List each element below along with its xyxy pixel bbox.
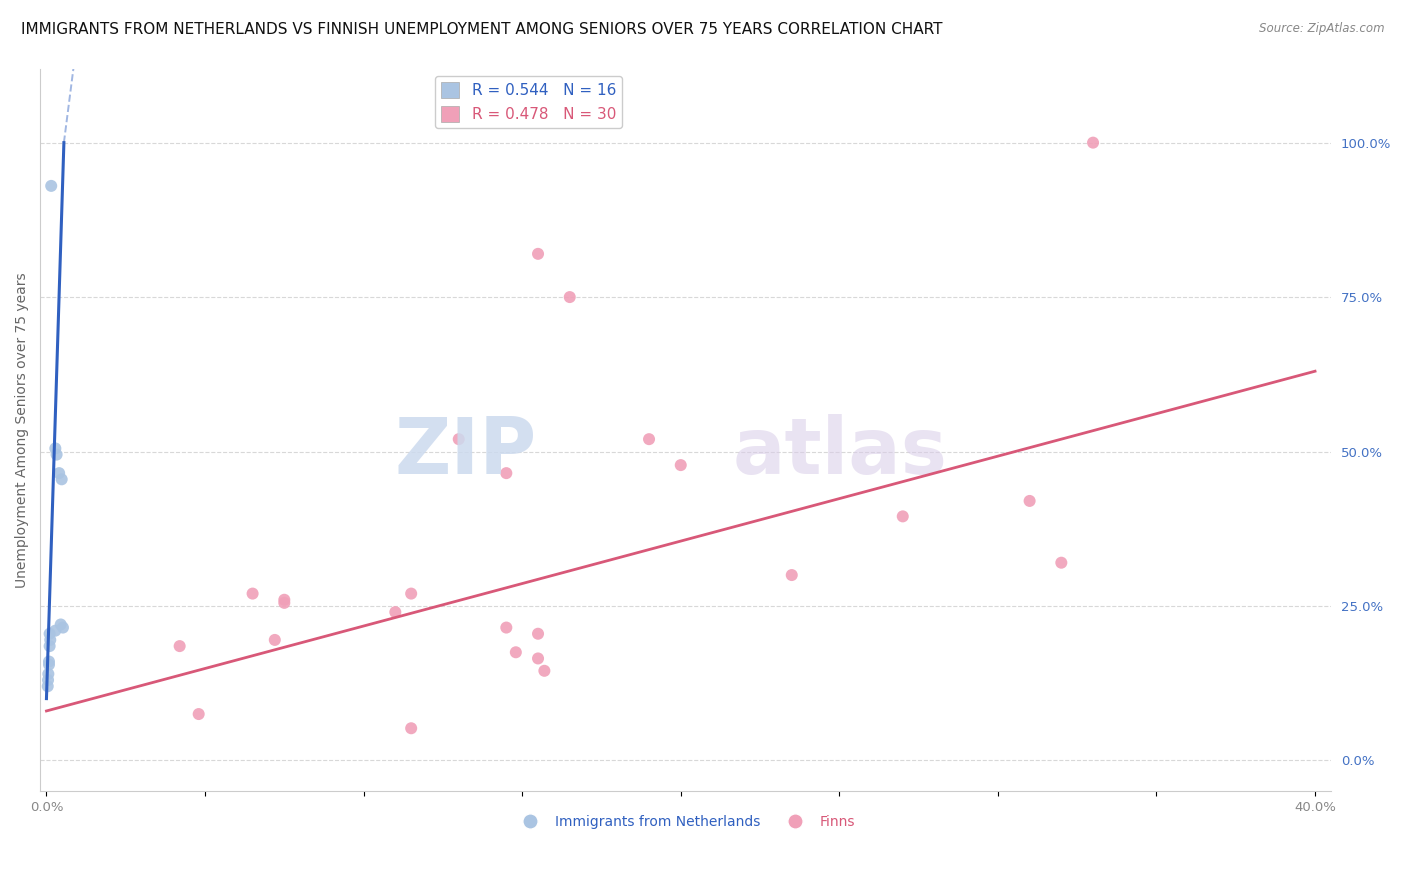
Point (891, 509, 914, 524)
Text: ZIP: ZIP (395, 414, 537, 490)
Point (48, 466, 70, 480)
Text: atlas: atlas (733, 414, 948, 490)
Point (51, 472, 73, 486)
Point (447, 432, 470, 446)
Point (38, 657, 60, 672)
Point (37, 666, 59, 681)
Point (38, 626, 60, 640)
Point (638, 432, 661, 446)
Point (38, 655, 60, 669)
Point (39, 178, 62, 193)
Point (273, 592, 295, 607)
Point (1050, 556, 1073, 570)
Point (780, 568, 803, 582)
Point (39, 632, 62, 647)
Point (1081, 136, 1104, 150)
Point (495, 466, 517, 480)
Point (505, 645, 527, 659)
Point (527, 626, 550, 640)
Point (38, 639, 60, 653)
Point (44, 624, 66, 638)
Point (242, 586, 264, 600)
Point (527, 247, 550, 261)
Point (263, 632, 285, 647)
Point (1399, 689, 1406, 703)
Point (558, 290, 581, 304)
Point (187, 707, 209, 722)
Point (669, 458, 692, 472)
Point (45, 448, 67, 462)
Point (527, 651, 550, 665)
Point (399, 586, 422, 600)
Point (399, 721, 422, 735)
Point (384, 605, 406, 619)
Point (169, 639, 191, 653)
Point (273, 596, 295, 610)
Point (533, 664, 555, 678)
Text: IMMIGRANTS FROM NETHERLANDS VS FINNISH UNEMPLOYMENT AMONG SENIORS OVER 75 YEARS : IMMIGRANTS FROM NETHERLANDS VS FINNISH U… (21, 22, 942, 37)
Text: Source: ZipAtlas.com: Source: ZipAtlas.com (1260, 22, 1385, 36)
Point (44, 442, 66, 456)
Point (37, 673, 59, 687)
Legend: Immigrants from Netherlands, Finns: Immigrants from Netherlands, Finns (510, 810, 860, 835)
Point (495, 621, 517, 635)
Point (37, 679, 59, 693)
Y-axis label: Unemployment Among Seniors over 75 years: Unemployment Among Seniors over 75 years (15, 272, 30, 588)
Point (49, 617, 72, 632)
Point (52, 621, 75, 635)
Point (1018, 494, 1040, 508)
